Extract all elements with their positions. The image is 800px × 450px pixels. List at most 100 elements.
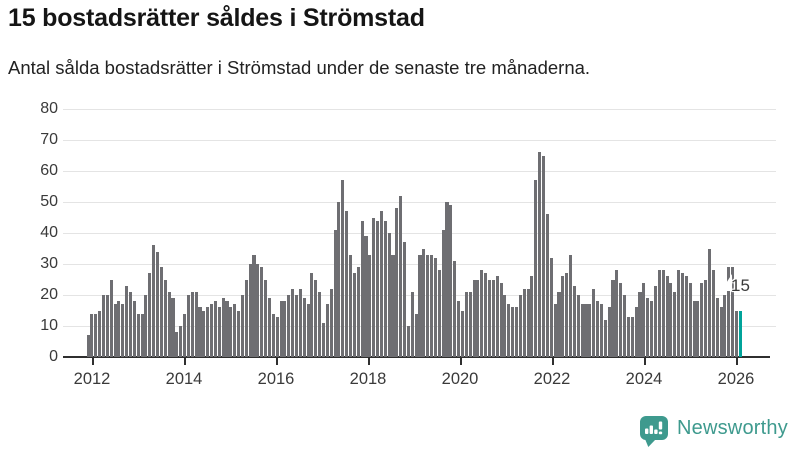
bar bbox=[704, 279, 708, 357]
bar bbox=[468, 291, 472, 357]
bar bbox=[279, 301, 283, 357]
bar bbox=[572, 285, 576, 357]
bar bbox=[310, 273, 314, 357]
y-axis-label-10: 10 bbox=[40, 317, 58, 334]
bar bbox=[715, 298, 719, 357]
bar bbox=[603, 319, 607, 357]
bar bbox=[495, 276, 499, 357]
bar bbox=[372, 217, 376, 357]
x-axis-tick-2022 bbox=[552, 358, 554, 365]
bar bbox=[117, 301, 121, 357]
bar bbox=[155, 251, 160, 357]
bar bbox=[503, 295, 507, 357]
bar bbox=[457, 301, 461, 357]
bar bbox=[607, 307, 611, 357]
bar bbox=[136, 313, 140, 357]
x-axis-tick-2014 bbox=[184, 358, 186, 365]
bar bbox=[569, 254, 573, 357]
x-axis-tick-2026 bbox=[736, 358, 738, 365]
bar bbox=[634, 307, 638, 357]
bar bbox=[364, 236, 368, 357]
gridline-70 bbox=[63, 140, 776, 141]
gridline-40 bbox=[63, 233, 776, 234]
bar bbox=[291, 288, 295, 357]
bar bbox=[383, 220, 387, 357]
bar bbox=[225, 301, 229, 357]
bar bbox=[734, 310, 739, 357]
bar bbox=[549, 257, 553, 357]
mini-bars-glyph bbox=[645, 421, 663, 435]
bar bbox=[302, 298, 306, 357]
bar bbox=[244, 279, 248, 357]
bar bbox=[696, 301, 700, 357]
bar bbox=[526, 288, 530, 357]
bar bbox=[321, 322, 326, 357]
x-axis-line bbox=[63, 356, 770, 358]
bar bbox=[190, 291, 194, 357]
bar bbox=[148, 273, 152, 357]
bar bbox=[619, 282, 623, 357]
bar bbox=[198, 307, 202, 357]
bar bbox=[453, 260, 457, 357]
bar bbox=[98, 310, 102, 357]
bar bbox=[711, 270, 715, 357]
bar bbox=[194, 291, 198, 357]
bar bbox=[441, 229, 445, 357]
bar bbox=[688, 282, 692, 357]
bar bbox=[410, 291, 414, 357]
bar bbox=[240, 295, 244, 357]
bar bbox=[325, 304, 329, 357]
gridline-60 bbox=[63, 171, 776, 172]
bar bbox=[615, 270, 619, 357]
bar bbox=[480, 270, 484, 357]
bar bbox=[623, 295, 627, 357]
brand-footer: Newsworthy bbox=[640, 416, 788, 440]
bar bbox=[673, 291, 677, 357]
bar bbox=[476, 279, 480, 357]
x-axis-tick-2018 bbox=[368, 358, 370, 365]
y-axis-label-50: 50 bbox=[40, 193, 58, 210]
bar bbox=[113, 304, 117, 357]
bar bbox=[387, 233, 391, 357]
bar bbox=[368, 254, 372, 357]
bar bbox=[217, 307, 221, 357]
bar bbox=[86, 335, 90, 357]
bar bbox=[210, 304, 214, 357]
bar bbox=[727, 267, 731, 357]
bar bbox=[642, 282, 646, 357]
bar bbox=[403, 242, 407, 357]
gridline-80 bbox=[63, 109, 776, 110]
x-axis-label-2024: 2024 bbox=[625, 370, 663, 388]
bar bbox=[680, 273, 685, 357]
bar bbox=[379, 211, 383, 357]
bar bbox=[287, 295, 291, 357]
bar bbox=[406, 326, 410, 357]
bar bbox=[318, 291, 322, 357]
x-axis-label-2022: 2022 bbox=[533, 370, 571, 388]
y-axis-label-0: 0 bbox=[49, 348, 58, 365]
x-axis-label-2018: 2018 bbox=[349, 370, 387, 388]
bar bbox=[464, 291, 468, 357]
bar bbox=[626, 316, 630, 357]
y-axis-label-30: 30 bbox=[40, 255, 58, 272]
bar bbox=[271, 313, 275, 357]
bar bbox=[507, 304, 511, 357]
bar bbox=[152, 245, 156, 357]
bar bbox=[707, 248, 712, 357]
bar bbox=[491, 279, 495, 357]
x-axis-label-2020: 2020 bbox=[441, 370, 479, 388]
highlighted-last-bar bbox=[738, 310, 742, 357]
bar bbox=[237, 310, 241, 357]
chart-title: 15 bostadsrätter såldes i Strömstad bbox=[8, 4, 425, 32]
bar bbox=[229, 307, 233, 357]
bar bbox=[518, 295, 522, 357]
bar bbox=[179, 326, 183, 357]
bar bbox=[125, 285, 129, 357]
bar bbox=[283, 301, 287, 357]
bar bbox=[333, 229, 337, 357]
bar bbox=[233, 304, 237, 357]
bar bbox=[275, 316, 279, 357]
bar bbox=[206, 307, 210, 357]
bar bbox=[638, 291, 642, 357]
